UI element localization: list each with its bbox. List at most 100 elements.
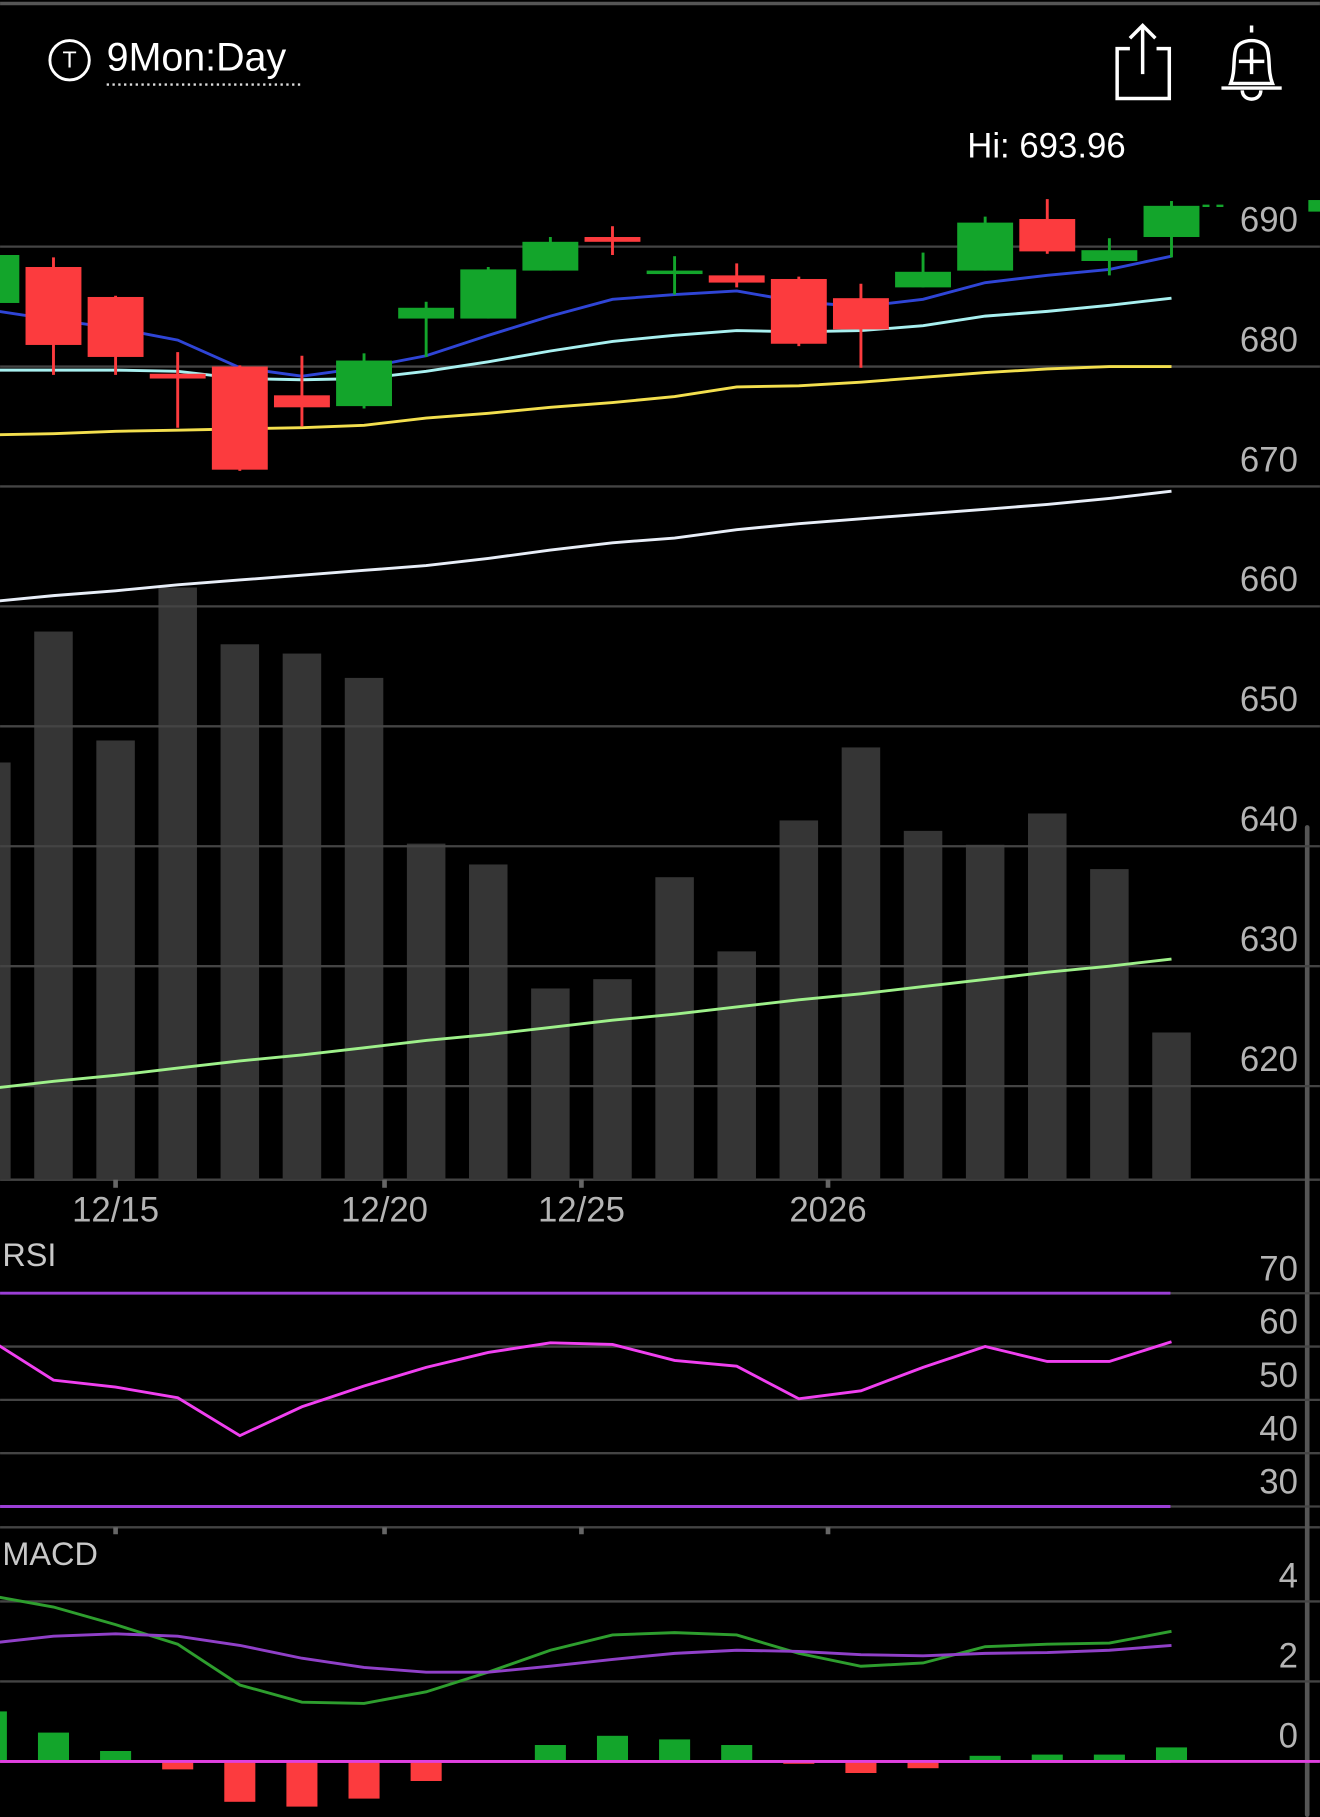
volume-bar bbox=[0, 762, 11, 1180]
panel-title: MACD bbox=[2, 1536, 98, 1572]
candle-body bbox=[1081, 250, 1138, 261]
volume-bar bbox=[593, 979, 632, 1180]
share-box bbox=[1115, 46, 1172, 101]
high-annotation: Hi: 693.96 bbox=[967, 128, 1125, 166]
candle-body bbox=[584, 237, 641, 242]
y-tick-label: 640 bbox=[1240, 801, 1298, 839]
share-button[interactable] bbox=[1115, 23, 1172, 101]
volume-bar bbox=[903, 830, 943, 1180]
y-tick-label: 690 bbox=[1240, 201, 1298, 239]
candle-body bbox=[273, 395, 330, 408]
volume-bar bbox=[282, 653, 322, 1180]
volume-bar bbox=[655, 877, 694, 1180]
volume-bar bbox=[1028, 813, 1067, 1180]
line-series bbox=[0, 365, 1172, 437]
candle-body bbox=[398, 307, 455, 319]
last-price-marker bbox=[1308, 200, 1320, 212]
x-tick-label: 12/25 bbox=[538, 1191, 625, 1229]
histogram-bar bbox=[0, 1711, 7, 1762]
histogram-bar bbox=[410, 1761, 442, 1782]
bell-plus bbox=[1238, 48, 1265, 75]
y-tick-label: 620 bbox=[1240, 1041, 1298, 1079]
y-tick-label: 50 bbox=[1259, 1357, 1298, 1395]
candle-body bbox=[0, 254, 20, 303]
histogram-bar bbox=[845, 1761, 877, 1774]
volume-bar bbox=[717, 951, 756, 1180]
histogram-bar bbox=[1093, 1754, 1125, 1762]
badge-text: T bbox=[63, 47, 77, 73]
histogram-bar bbox=[969, 1755, 1001, 1762]
panel-title: RSI bbox=[2, 1237, 56, 1273]
histogram-bar bbox=[596, 1735, 629, 1762]
symbol-selector[interactable]: T 9Mon:Day bbox=[48, 36, 301, 86]
candle-body bbox=[211, 366, 268, 470]
y-tick-label: 0 bbox=[1279, 1717, 1298, 1755]
symbol-title[interactable]: 9Mon:Day bbox=[107, 36, 287, 80]
volume-bar bbox=[34, 631, 73, 1180]
alert-button[interactable] bbox=[1221, 25, 1282, 101]
x-tick-label: 12/15 bbox=[72, 1191, 159, 1229]
y-tick-label: 650 bbox=[1240, 681, 1298, 719]
histogram-bar bbox=[162, 1761, 194, 1770]
volume-bar bbox=[220, 644, 260, 1180]
y-tick-label: 680 bbox=[1240, 321, 1298, 359]
volume-bar bbox=[344, 677, 384, 1180]
candle-body bbox=[646, 270, 703, 275]
volume-bar bbox=[531, 988, 570, 1180]
candle-body bbox=[522, 241, 579, 271]
volume-bar bbox=[965, 844, 1005, 1180]
candle-body bbox=[770, 278, 827, 344]
histogram-bar bbox=[286, 1761, 318, 1807]
candle-body bbox=[25, 266, 82, 345]
histogram-bar bbox=[907, 1761, 939, 1769]
volume-bar bbox=[1090, 869, 1129, 1180]
y-tick-label: 4 bbox=[1279, 1557, 1298, 1595]
share-arrow bbox=[1128, 23, 1157, 75]
histogram-bar bbox=[534, 1745, 566, 1762]
y-tick-label: 70 bbox=[1259, 1250, 1298, 1288]
line-series bbox=[0, 296, 1172, 382]
badge-circle bbox=[48, 39, 91, 82]
x-tick-label: 2026 bbox=[789, 1191, 866, 1229]
candle-body bbox=[708, 275, 765, 283]
volume-bar bbox=[158, 587, 197, 1180]
histogram-bar bbox=[659, 1739, 691, 1762]
histogram-bar bbox=[1031, 1754, 1063, 1762]
histogram-bar bbox=[348, 1761, 380, 1799]
histogram-bar bbox=[224, 1761, 256, 1802]
line-series bbox=[0, 254, 1172, 378]
y-tick-label: 2 bbox=[1279, 1637, 1298, 1675]
candle-body bbox=[957, 222, 1014, 271]
y-tick-label: 630 bbox=[1240, 921, 1298, 959]
histogram-bar bbox=[37, 1732, 70, 1762]
y-tick-label: 60 bbox=[1259, 1304, 1298, 1342]
line-series bbox=[0, 1632, 1172, 1674]
histogram-bar bbox=[1155, 1747, 1188, 1762]
candle-body bbox=[1143, 205, 1200, 238]
candle-body bbox=[895, 271, 951, 288]
candle-body bbox=[832, 298, 889, 330]
line-series bbox=[0, 489, 1172, 603]
scrollbar[interactable] bbox=[1304, 825, 1310, 1817]
candle-body bbox=[336, 360, 392, 407]
volume-bar bbox=[406, 843, 446, 1180]
x-tick-label: 12/20 bbox=[341, 1191, 428, 1229]
line-series bbox=[0, 957, 1172, 1089]
volume-bar bbox=[96, 740, 135, 1180]
bell bbox=[1221, 25, 1282, 101]
y-tick-label: 670 bbox=[1240, 441, 1298, 479]
candle-body bbox=[460, 269, 517, 319]
histogram-bar bbox=[721, 1745, 753, 1762]
volume-bar bbox=[1152, 1032, 1191, 1180]
volume-bar bbox=[841, 747, 881, 1180]
y-tick-label: 30 bbox=[1259, 1464, 1298, 1502]
candle-body bbox=[1019, 219, 1076, 252]
volume-bar bbox=[469, 864, 508, 1180]
y-tick-label: 40 bbox=[1259, 1410, 1298, 1448]
histogram-bar bbox=[100, 1751, 132, 1762]
candle-body bbox=[149, 373, 206, 379]
y-tick-label: 660 bbox=[1240, 561, 1298, 599]
candle-body bbox=[87, 296, 144, 357]
